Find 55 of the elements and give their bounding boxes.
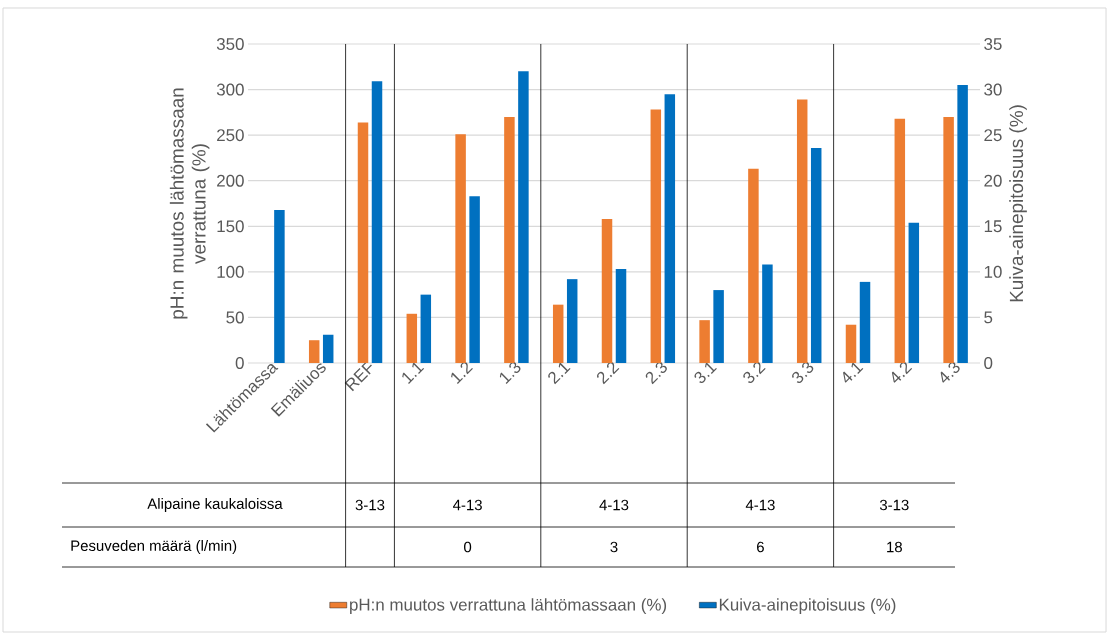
- text: Pesuveden määrä (l/min): [71, 540, 237, 554]
- bar: [504, 116, 515, 363]
- text: Alipaine kaukaloissa: [147, 498, 283, 512]
- y2-tick-label: 5: [984, 311, 993, 324]
- text: 4-13: [599, 499, 629, 511]
- y2-tick-label: 10: [984, 265, 1002, 278]
- text: 3-13: [355, 499, 385, 511]
- x-tick-label: 2.3: [645, 361, 667, 385]
- bar: [699, 320, 710, 363]
- x-tick-label: 2.2: [596, 361, 620, 385]
- text: 4-13: [745, 499, 775, 511]
- y-tick-label: 200: [217, 174, 244, 187]
- x-tick-label: 4.3: [940, 361, 960, 383]
- y-tick-label: 50: [226, 311, 244, 324]
- bar: [762, 264, 773, 363]
- y2-tick-label: 25: [984, 129, 1002, 142]
- x-tick-label: 1.2: [451, 361, 473, 384]
- x-tick-label: 4.2: [891, 361, 913, 383]
- bar: [713, 290, 724, 363]
- text: 4-13: [452, 499, 482, 511]
- x-tick-label: 1.1: [402, 362, 425, 384]
- y-tick-label: 150: [217, 220, 244, 233]
- x-tick-label: 3.1: [694, 362, 717, 384]
- y-tick-label: 350: [216, 38, 244, 50]
- bar: [274, 209, 285, 363]
- bar: [748, 168, 759, 363]
- y2-tick-label: 20: [984, 174, 1002, 187]
- legend-label: pH:n muutos verrattuna lähtömassaan (%): [350, 598, 667, 615]
- bar: [455, 134, 466, 363]
- x-tick-label: 4.1: [843, 362, 864, 383]
- y-axis-title: pH:n muutos lähtömassaan verrattuna (%): [169, 88, 210, 319]
- y-tick-label: 300: [216, 83, 244, 96]
- y2-tick-label: 35: [984, 38, 1002, 50]
- bar: [957, 85, 968, 363]
- text: 3-13: [879, 499, 909, 511]
- y2-tick-label: 30: [984, 83, 1002, 96]
- x-tick-label: 3.2: [743, 361, 766, 384]
- y2-tick-label: 0: [984, 357, 993, 369]
- x-tick-label: REF: [344, 360, 372, 392]
- x-tick-label: 2.1: [548, 362, 571, 385]
- y-tick-label: 100: [217, 265, 244, 278]
- bar: [859, 281, 871, 363]
- text: 18: [887, 541, 902, 553]
- y2-tick-label: 15: [984, 220, 1002, 233]
- y2-axis-title: Kuiva-ainepitoisuus (%): [1009, 105, 1027, 302]
- x-tick-label: 1.3: [499, 361, 521, 384]
- legend-label: Kuiva-ainepitoisuus (%): [719, 598, 896, 615]
- bar: [518, 71, 529, 363]
- text: 3: [610, 541, 618, 553]
- text: 0: [464, 541, 472, 553]
- text: 6: [757, 541, 764, 553]
- bar: [469, 196, 480, 363]
- y-tick-label: 250: [217, 129, 244, 142]
- bar: [943, 116, 954, 363]
- x-tick-label: 3.3: [792, 361, 814, 384]
